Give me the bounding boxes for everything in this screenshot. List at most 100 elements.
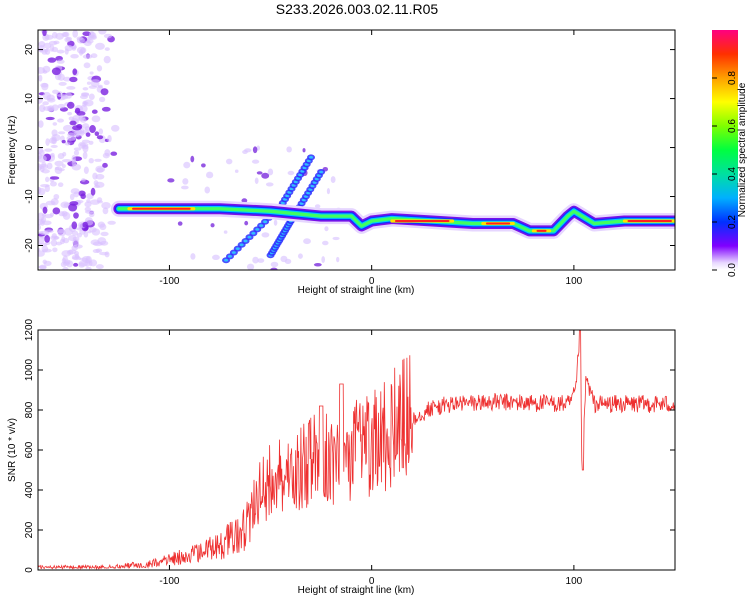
noise-blob	[46, 162, 53, 170]
noise-blob	[60, 261, 67, 268]
spectrogram-y-tick-label: 20	[24, 44, 35, 56]
noise-blob	[72, 238, 80, 247]
scatter-blob	[302, 148, 306, 153]
noise-blob	[61, 139, 66, 144]
noise-blob	[89, 125, 96, 134]
noise-blob	[66, 135, 76, 141]
noise-blob	[42, 101, 49, 106]
scatter-blob	[177, 221, 183, 226]
noise-blob	[70, 54, 79, 59]
noise-blob	[62, 124, 73, 132]
snr-y-tick-label: 600	[24, 441, 35, 458]
noise-blob	[94, 131, 100, 137]
noise-blob	[43, 260, 52, 267]
noise-blob	[62, 151, 67, 157]
arm-core	[227, 255, 232, 258]
noise-blob	[103, 80, 110, 86]
noise-blob	[73, 212, 79, 219]
noise-blob	[85, 132, 91, 137]
noise-blob	[44, 148, 53, 152]
scatter-blob	[252, 256, 259, 264]
noise-blob	[102, 162, 108, 168]
noise-blob	[61, 32, 69, 37]
scatter-blob	[234, 169, 239, 173]
noise-blob	[45, 176, 50, 183]
scatter-blob	[336, 256, 340, 263]
noise-blob	[75, 129, 83, 134]
noise-blob	[69, 120, 77, 126]
noise-blob	[71, 230, 79, 236]
noise-blob	[61, 159, 72, 163]
noise-blob	[82, 151, 88, 160]
scatter-blob	[287, 170, 295, 176]
spectrogram-y-tick-label: 10	[24, 93, 35, 105]
noise-blob	[99, 96, 106, 103]
noise-blob	[38, 95, 43, 104]
scatter-blob	[225, 158, 233, 165]
noise-blob	[107, 220, 116, 225]
scatter-blob	[241, 198, 248, 204]
noise-blob	[42, 248, 52, 253]
spectrogram-x-label: Height of straight line (km)	[298, 285, 415, 296]
noise-blob	[42, 206, 48, 214]
noise-blob	[76, 111, 86, 116]
snr-y-tick-label: 0	[24, 567, 35, 573]
arm-core	[259, 224, 264, 227]
noise-blob	[52, 122, 58, 126]
noise-blob	[66, 101, 75, 109]
noise-blob	[83, 62, 91, 69]
scatter-blob	[201, 163, 206, 168]
noise-blob	[62, 266, 69, 270]
noise-blob	[104, 149, 111, 157]
noise-blob	[86, 81, 92, 85]
noise-blob	[71, 221, 78, 230]
snr-y-tick-label: 400	[24, 481, 35, 498]
noise-blob	[95, 173, 105, 180]
arm-core	[263, 220, 268, 224]
noise-blob	[90, 79, 100, 83]
noise-blob	[73, 150, 80, 156]
noise-blob	[104, 47, 110, 51]
noise-blob	[51, 104, 59, 111]
noise-blob	[57, 118, 64, 123]
noise-blob	[78, 190, 86, 197]
noise-blob	[84, 201, 92, 208]
noise-blob	[95, 264, 104, 270]
noise-blob	[71, 47, 76, 51]
noise-blob	[100, 88, 109, 96]
noise-blob	[80, 117, 87, 123]
scatter-blob	[273, 219, 278, 226]
noise-blob	[39, 49, 47, 53]
noise-blob	[39, 230, 50, 236]
noise-blob	[89, 71, 94, 75]
scatter-blob	[303, 238, 311, 245]
spectrogram-y-tick-label: -20	[24, 238, 35, 253]
colorbar-tick-label: 0.6	[727, 119, 738, 133]
noise-blob	[38, 74, 43, 82]
scatter-blob	[265, 182, 274, 187]
noise-blob	[68, 116, 75, 121]
noise-blob	[83, 99, 94, 107]
noise-blob	[73, 262, 79, 267]
scatter-blob	[252, 146, 258, 154]
snr-x-label: Height of straight line (km)	[298, 585, 415, 596]
scatter-blob	[261, 232, 270, 238]
scatter-blob	[242, 149, 248, 154]
noise-blob	[101, 106, 111, 112]
noise-blob	[49, 212, 54, 217]
noise-blob	[72, 68, 78, 76]
scatter-blob	[322, 240, 329, 246]
noise-blob	[91, 115, 101, 123]
noise-blob	[98, 128, 104, 135]
noise-blob	[83, 231, 89, 238]
noise-blob	[52, 247, 58, 253]
noise-blob	[68, 249, 77, 255]
noise-blob	[95, 42, 105, 50]
scatter-blob	[332, 236, 340, 241]
noise-blob	[107, 134, 112, 143]
scatter-blob	[330, 176, 336, 183]
arm-core	[224, 258, 229, 262]
